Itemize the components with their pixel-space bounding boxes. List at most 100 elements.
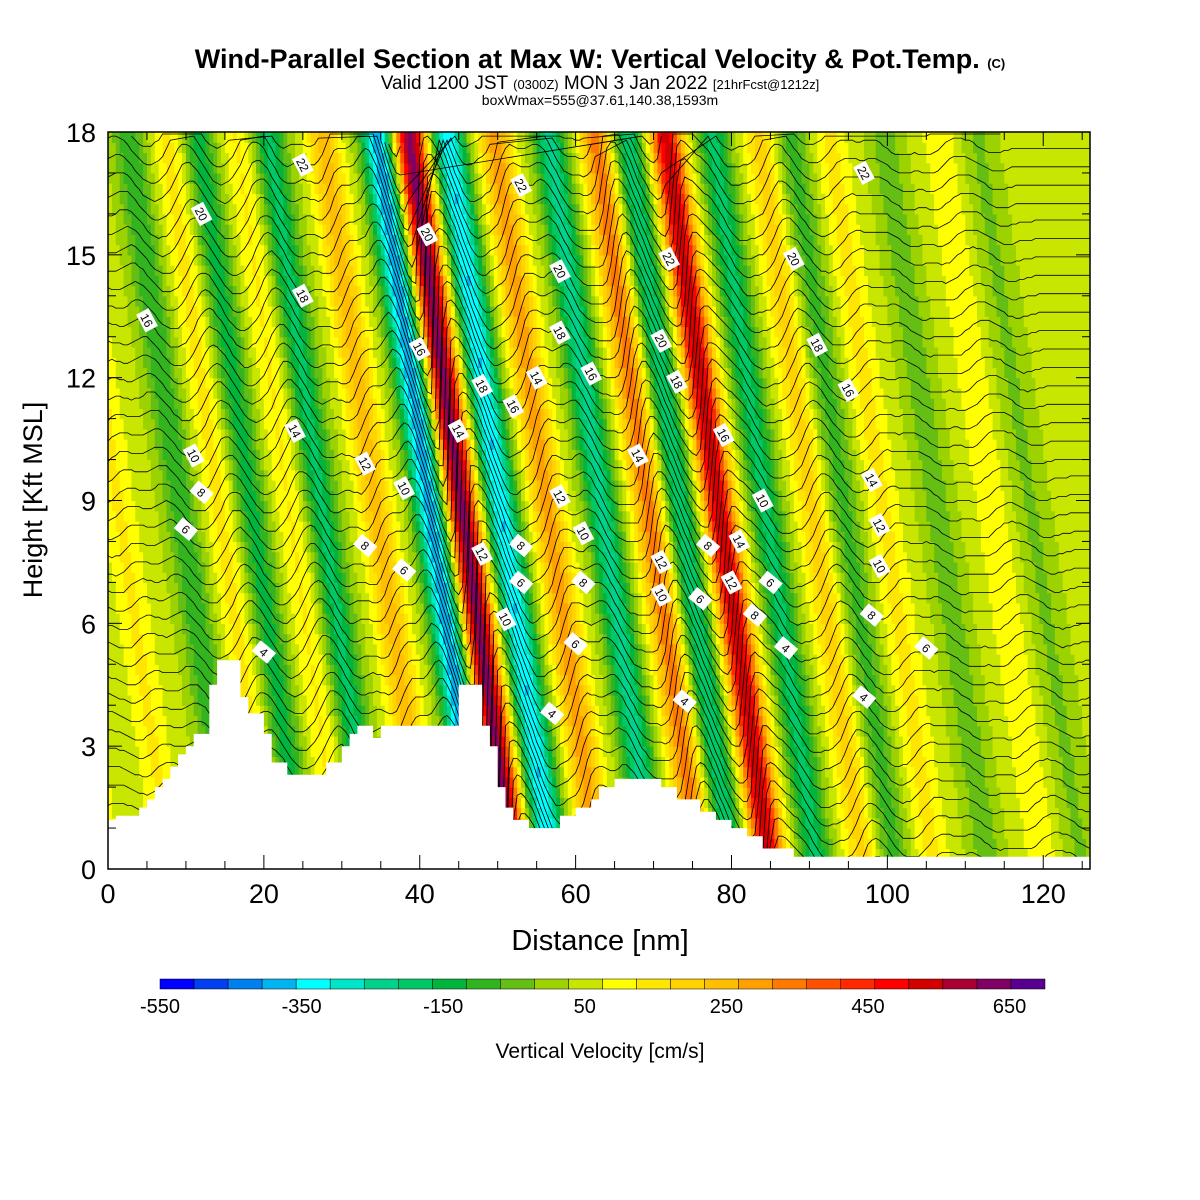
velocity-cell: [700, 746, 705, 758]
velocity-cell: [349, 674, 355, 686]
velocity-cell: [330, 633, 339, 645]
velocity-cell: [447, 694, 452, 706]
velocity-cell: [1086, 838, 1090, 850]
velocity-cell: [361, 705, 366, 717]
velocity-cell: [400, 643, 409, 655]
velocity-cell: [135, 643, 144, 655]
velocity-cell: [673, 766, 678, 778]
velocity-cell: [887, 674, 892, 686]
velocity-cell: [396, 551, 405, 563]
velocity-cell: [372, 633, 382, 645]
velocity-cell: [774, 633, 779, 645]
velocity-cell: [287, 674, 292, 686]
velocity-cell: [466, 674, 472, 686]
velocity-cell: [298, 582, 304, 594]
velocity-cell: [840, 561, 849, 573]
velocity-cell: [365, 633, 374, 645]
velocity-cell: [252, 664, 257, 676]
velocity-cell: [669, 776, 674, 788]
velocity-cell: [536, 766, 542, 778]
velocity-cell: [450, 561, 456, 573]
velocity-cell: [1047, 797, 1056, 809]
velocity-cell: [661, 725, 666, 737]
velocity-cell: [700, 684, 713, 696]
velocity-cell: [259, 633, 265, 645]
velocity-cell: [552, 643, 557, 655]
velocity-cell: [447, 561, 452, 573]
velocity-cell: [560, 633, 573, 645]
velocity-cell: [213, 592, 222, 604]
velocity-cell: [727, 715, 733, 727]
velocity-cell: [758, 705, 764, 717]
velocity-cell: [1070, 633, 1090, 645]
velocity-cell: [306, 541, 312, 553]
velocity-cell: [485, 572, 491, 583]
velocity-cell: [556, 633, 561, 645]
velocity-cell: [528, 817, 534, 829]
velocity-cell: [489, 633, 495, 645]
velocity-cell: [821, 807, 826, 819]
velocity-cell: [661, 715, 666, 727]
velocity-cell: [447, 541, 452, 553]
velocity-cell: [606, 613, 612, 624]
velocity-cell: [708, 551, 713, 563]
velocity-cell: [653, 664, 659, 676]
velocity-cell: [786, 838, 791, 850]
velocity-cell: [673, 735, 678, 747]
velocity-cell: [828, 776, 834, 788]
velocity-cell: [450, 674, 460, 686]
velocity-cell: [396, 684, 409, 696]
velocity-cell: [532, 694, 538, 706]
velocity-cell: [384, 664, 390, 676]
velocity-cell: [411, 705, 417, 717]
velocity-cell: [622, 551, 627, 563]
velocity-cell: [727, 592, 736, 604]
velocity-cell: [552, 654, 557, 665]
velocity-cell: [505, 766, 510, 778]
velocity-cell: [809, 705, 814, 717]
velocity-cell: [747, 551, 752, 563]
velocity-cell: [357, 654, 362, 665]
velocity-cell: [108, 746, 140, 758]
velocity-cell: [641, 541, 647, 553]
velocity-cell: [232, 572, 242, 583]
velocity-cell: [108, 705, 132, 717]
velocity-cell: [622, 664, 631, 676]
velocity-cell: [704, 582, 709, 594]
velocity-cell: [291, 643, 300, 655]
velocity-cell: [988, 797, 1001, 809]
velocity-cell: [435, 674, 440, 686]
velocity-cell: [411, 623, 421, 635]
velocity-cell: [610, 602, 620, 614]
velocity-cell: [271, 541, 277, 553]
velocity-cell: [719, 613, 725, 624]
velocity-cell: [883, 725, 888, 737]
velocity-cell: [139, 541, 164, 553]
velocity-cell: [965, 766, 986, 778]
velocity-cell: [797, 592, 803, 604]
velocity-cell: [762, 735, 768, 747]
velocity-cell: [786, 602, 791, 614]
velocity-cell: [809, 828, 818, 839]
velocity-cell: [462, 664, 468, 676]
velocity-cell: [521, 766, 526, 778]
velocity-cell: [318, 592, 323, 604]
velocity-cell: [263, 541, 269, 553]
velocity-cell: [548, 684, 553, 696]
velocity-cell: [513, 623, 526, 635]
velocity-cell: [474, 633, 479, 645]
velocity-cell: [996, 756, 1013, 768]
velocity-cell: [532, 592, 538, 604]
velocity-cell: [945, 725, 959, 737]
velocity-cell: [567, 623, 577, 635]
velocity-cell: [240, 582, 245, 594]
velocity-cell: [645, 633, 651, 645]
velocity-cell: [836, 746, 842, 758]
velocity-cell: [669, 766, 674, 778]
velocity-cell: [704, 694, 713, 706]
velocity-cell: [427, 633, 433, 645]
velocity-cell: [349, 572, 358, 583]
velocity-cell: [774, 694, 779, 706]
velocity-cell: [602, 613, 608, 624]
velocity-cell: [552, 735, 557, 747]
